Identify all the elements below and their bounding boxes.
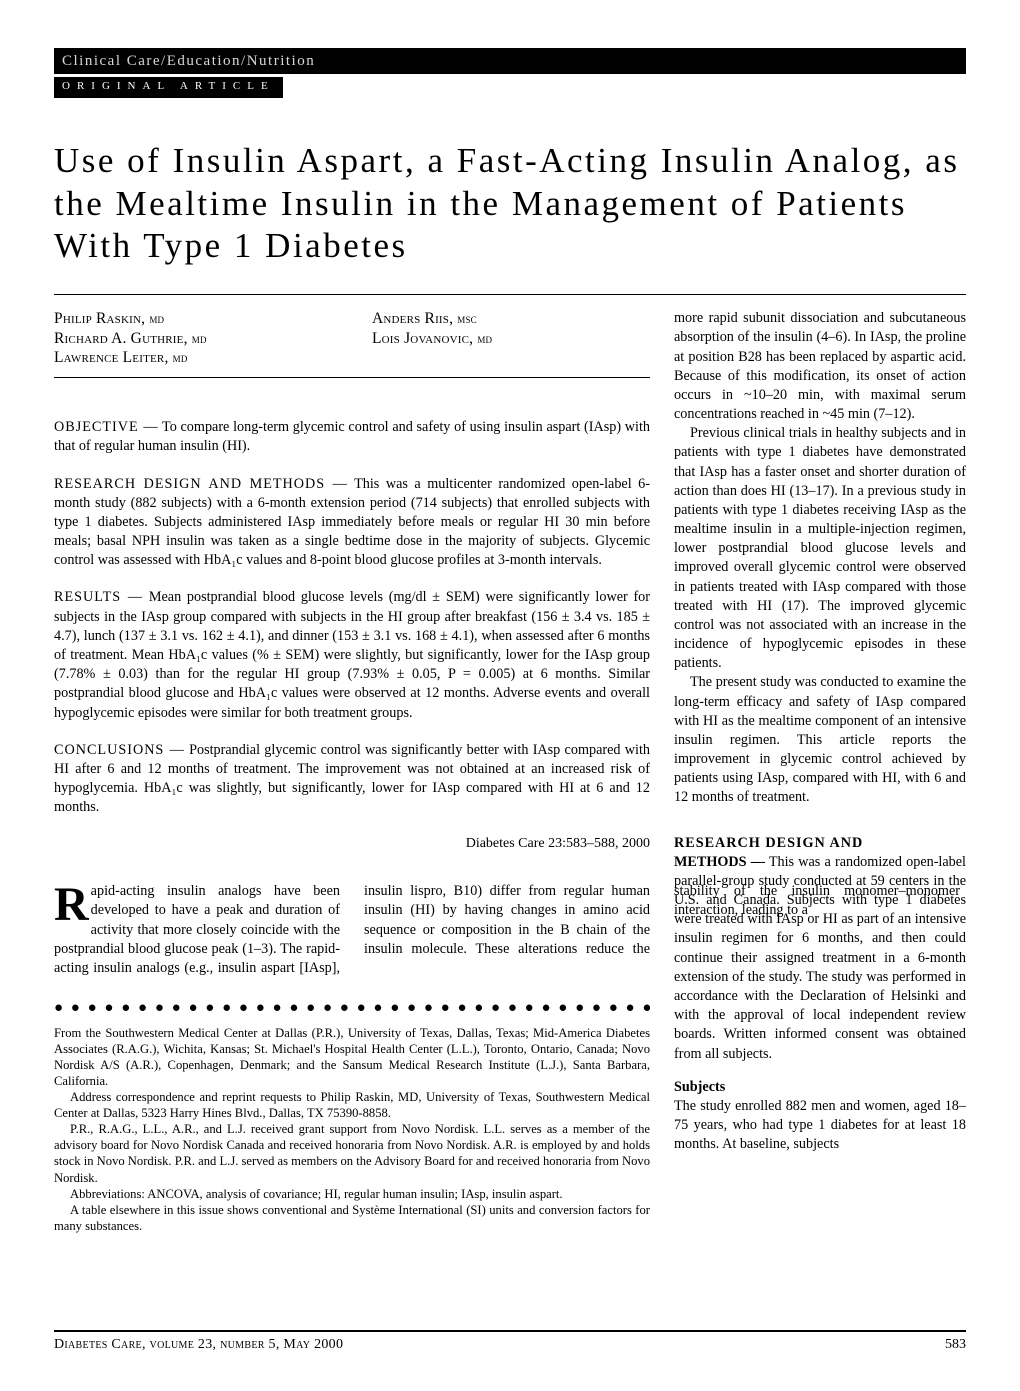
dropcap: R	[54, 882, 91, 924]
article-title: Use of Insulin Aspart, a Fast-Acting Ins…	[54, 140, 966, 268]
methods-para: METHODS — This was a randomized open-lab…	[674, 853, 966, 1064]
body-first-para: apid-acting insulin analogs have been de…	[54, 883, 403, 976]
author: Lawrence Leiter, md	[54, 348, 332, 367]
results-text: Mean postprandial blood glucose levels (…	[54, 589, 650, 720]
footnote-affiliation: From the Southwestern Medical Center at …	[54, 1025, 650, 1089]
footnote-correspondence: Address correspondence and reprint reque…	[54, 1089, 650, 1121]
subjects-heading: Subjects	[674, 1078, 966, 1097]
authors-right-block: Anders Riis, msc Lois Jovanovic, md	[372, 309, 650, 367]
right-column: more rapid subunit dissociation and subc…	[674, 309, 966, 1234]
design-label: RESEARCH DESIGN AND METHODS —	[54, 476, 348, 492]
footnotes: From the Southwestern Medical Center at …	[54, 1025, 650, 1234]
footer-page-number: 583	[945, 1336, 966, 1355]
right-para-2: Previous clinical trials in healthy subj…	[674, 424, 966, 673]
author: Richard A. Guthrie, md	[54, 329, 332, 348]
abstract-citation: Diabetes Care 23:583–588, 2000	[54, 835, 650, 854]
objective-label: OBJECTIVE —	[54, 419, 159, 435]
subjects-para: The study enrolled 882 men and women, ag…	[674, 1097, 966, 1155]
author-rule	[54, 377, 650, 378]
dotted-rule: ● ● ● ● ● ● ● ● ● ● ● ● ● ● ● ● ● ● ● ● …	[54, 998, 650, 1018]
conclusions-label: CONCLUSIONS —	[54, 742, 185, 758]
main-columns: Philip Raskin, md Richard A. Guthrie, md…	[54, 309, 966, 1234]
page-footer: Diabetes Care, volume 23, number 5, May …	[54, 1330, 966, 1355]
author: Lois Jovanovic, md	[372, 329, 650, 348]
body-two-col: Rapid-acting insulin analogs have been d…	[54, 882, 650, 988]
footnote-si-units: A table elsewhere in this issue shows co…	[54, 1202, 650, 1234]
authors-row: Philip Raskin, md Richard A. Guthrie, md…	[54, 309, 650, 367]
header-article-type: ORIGINAL ARTICLE	[54, 77, 283, 98]
right-para-3: The present study was conducted to exami…	[674, 673, 966, 807]
footnote-disclosure: P.R., R.A.G., L.L., A.R., and L.J. recei…	[54, 1121, 650, 1185]
footnote-abbreviations: Abbreviations: ANCOVA, analysis of covar…	[54, 1186, 650, 1202]
header-category-text: Clinical Care/Education/Nutrition	[62, 53, 315, 69]
author: Anders Riis, msc	[372, 309, 650, 328]
methods-heading: RESEARCH DESIGN AND	[674, 834, 966, 853]
author: Philip Raskin, md	[54, 309, 332, 328]
abstract-design: RESEARCH DESIGN AND METHODS — This was a…	[54, 475, 650, 571]
header-category-bar: Clinical Care/Education/Nutrition	[54, 48, 966, 74]
title-rule	[54, 294, 966, 295]
abstract-conclusions: CONCLUSIONS — Postprandial glycemic cont…	[54, 741, 650, 818]
abstract-objective: OBJECTIVE — To compare long-term glycemi…	[54, 418, 650, 456]
results-label: RESULTS —	[54, 589, 143, 605]
abstract-results: RESULTS — Mean postprandial blood glucos…	[54, 588, 650, 722]
authors-left-block: Philip Raskin, md Richard A. Guthrie, md…	[54, 309, 332, 367]
footer-journal: Diabetes Care, volume 23, number 5, May …	[54, 1336, 343, 1355]
left-column: Philip Raskin, md Richard A. Guthrie, md…	[54, 309, 650, 1234]
right-para-1: more rapid subunit dissociation and subc…	[674, 309, 966, 424]
